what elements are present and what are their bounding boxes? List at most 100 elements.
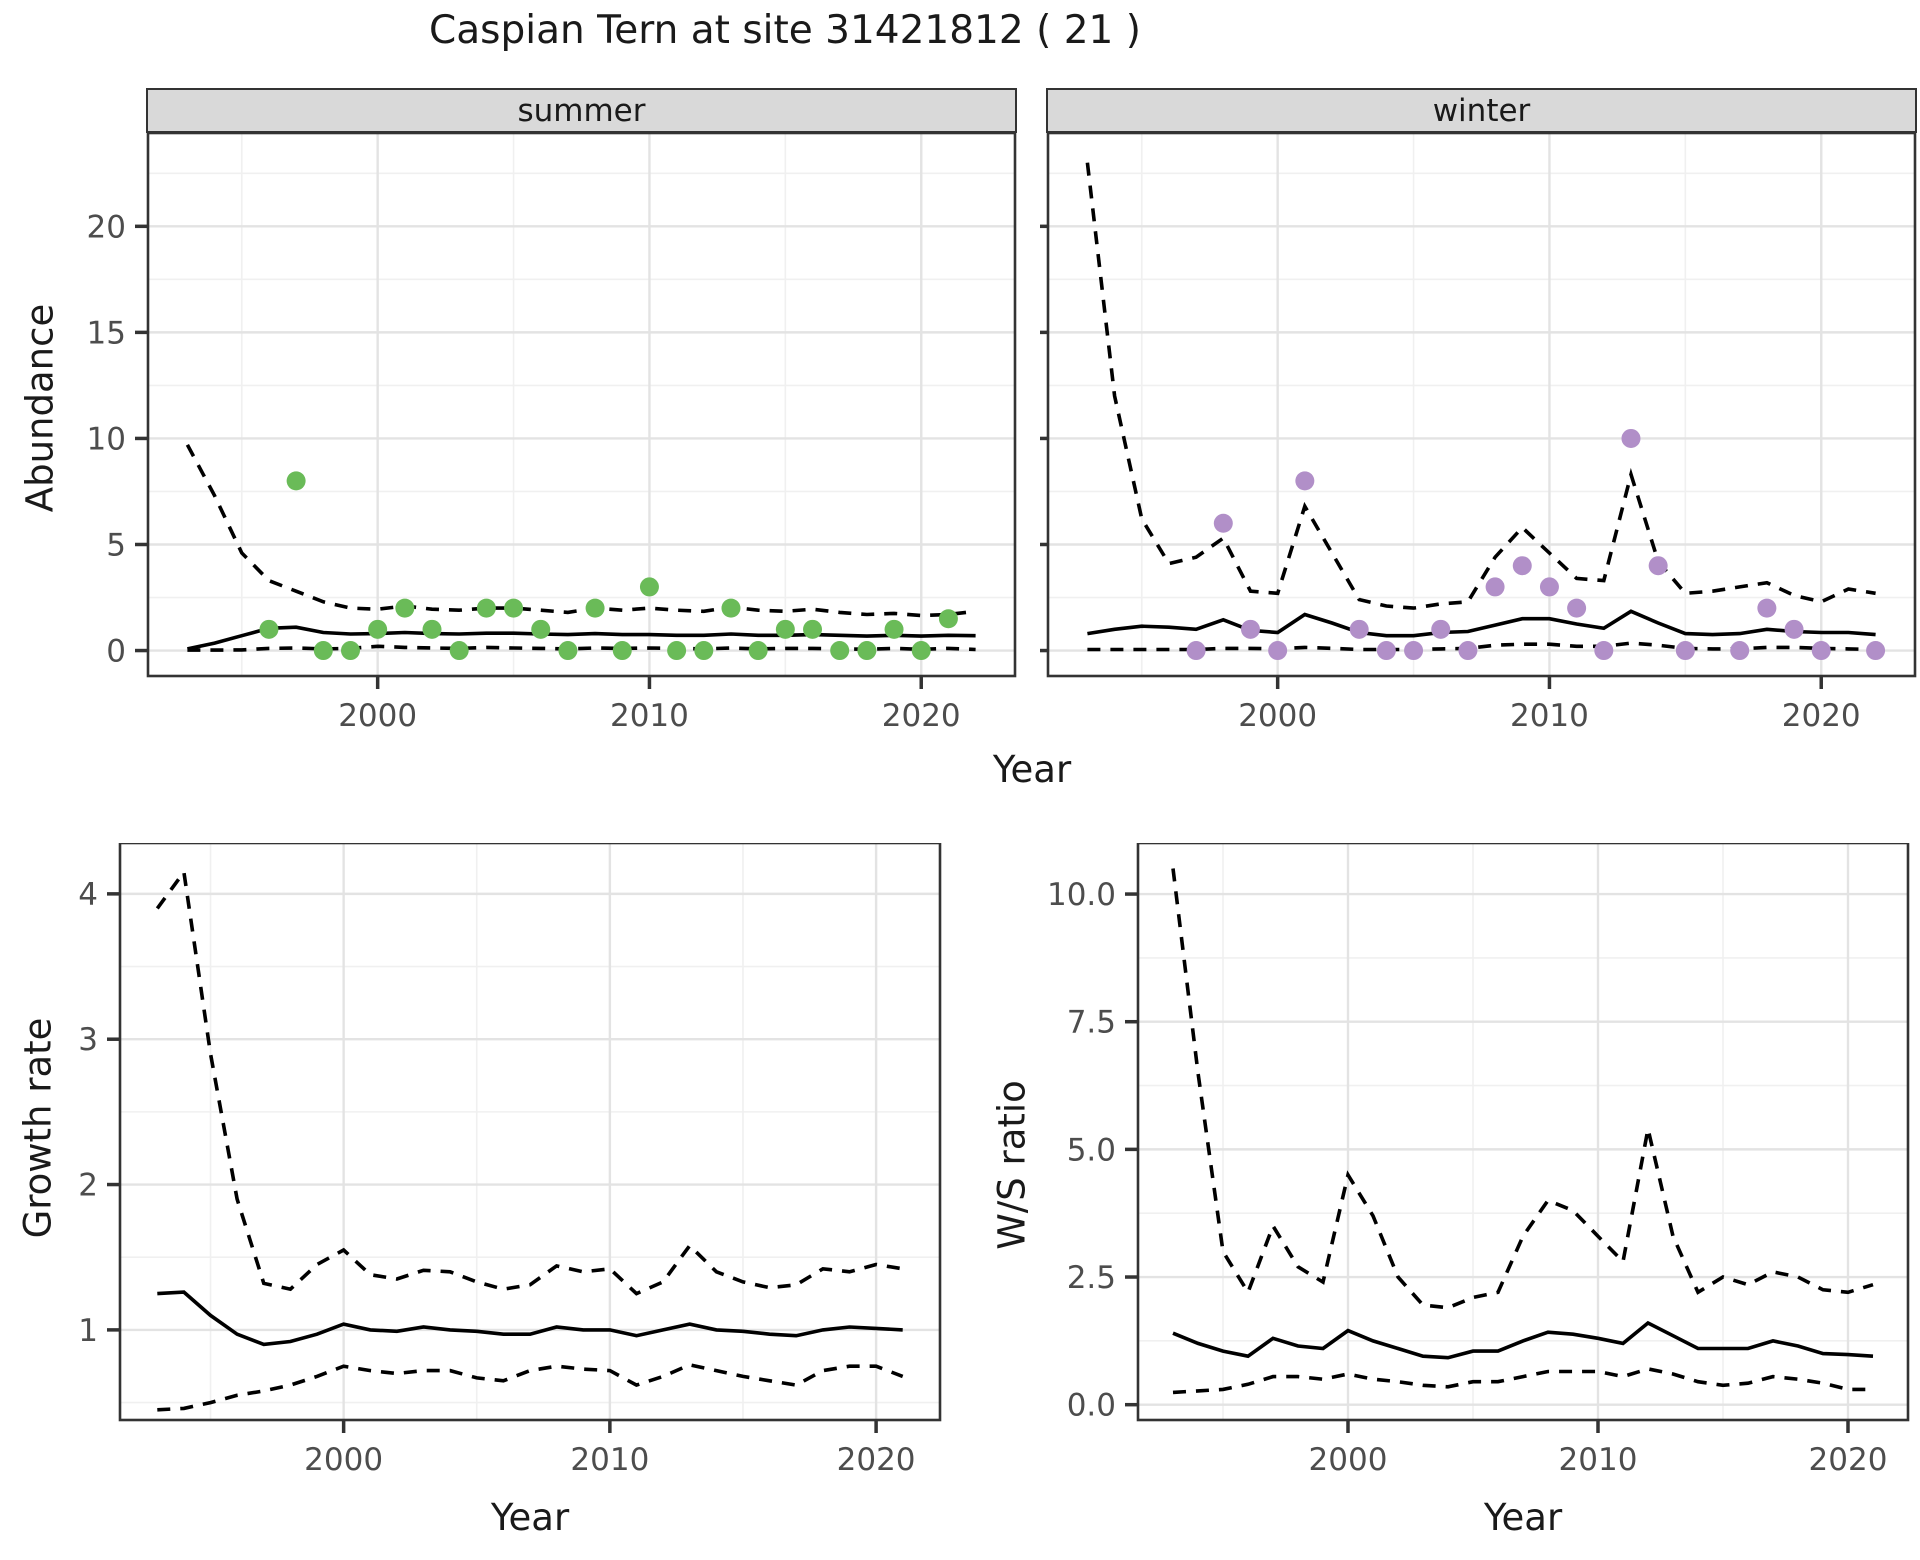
plot-background <box>1138 843 1908 1420</box>
data-point-abundance-summer <box>911 641 931 661</box>
x-axis-title-year-top: Year <box>992 748 1072 791</box>
data-point-abundance-winter <box>1648 556 1668 576</box>
panel-abundance-summer: 2000 2010 2020 0 5 10 15 20 <box>87 133 1017 734</box>
data-point-abundance-winter <box>1512 556 1532 576</box>
data-point-abundance-winter <box>1458 641 1478 661</box>
plot-background <box>1048 133 1915 676</box>
y-tick-label: 10 <box>87 421 126 457</box>
data-point-abundance-winter <box>1404 641 1424 661</box>
x-tick-label: 2000 <box>1238 698 1317 734</box>
x-tick-label: 2010 <box>1559 1442 1638 1478</box>
data-point-abundance-winter <box>1376 641 1396 661</box>
data-point-abundance-winter <box>1784 619 1804 639</box>
data-point-abundance-winter <box>1485 577 1505 597</box>
y-axis-title-ws-ratio: W/S ratio <box>990 1080 1034 1250</box>
panel-border <box>1046 133 1917 678</box>
data-point-abundance-winter <box>1621 428 1641 448</box>
data-point-abundance-summer <box>259 619 279 639</box>
data-point-abundance-summer <box>694 641 714 661</box>
line-upper-ci-ws-ratio <box>1171 868 1874 1310</box>
panel-border <box>146 133 1017 678</box>
chart-title: Caspian Tern at site 31421812 ( 21 ) <box>429 8 1141 53</box>
line-lower-ci-growth-rate <box>157 1362 904 1412</box>
facet-strip-summer: summer <box>146 88 1017 133</box>
data-point-abundance-winter <box>1730 641 1750 661</box>
data-point-abundance-summer <box>558 641 578 661</box>
data-point-abundance-summer <box>368 619 388 639</box>
data-point-abundance-summer <box>449 641 469 661</box>
data-point-abundance-summer <box>857 641 877 661</box>
panel-abundance-winter: 2000 2010 2020 <box>1040 133 1917 734</box>
line-upper-ci-abundance-summer <box>185 443 976 618</box>
x-axis-title-year-bottom-right: Year <box>1483 1496 1563 1539</box>
data-point-abundance-winter <box>1295 471 1315 491</box>
line-fit-abundance-winter <box>1087 609 1876 638</box>
data-point-abundance-winter <box>1675 641 1695 661</box>
y-tick-label: 2.5 <box>1067 1260 1116 1296</box>
data-point-abundance-summer <box>504 598 524 618</box>
data-point-abundance-summer <box>803 619 823 639</box>
x-tick-label: 2010 <box>1510 698 1589 734</box>
x-tick-label: 2020 <box>837 1442 916 1478</box>
x-tick-label: 2000 <box>304 1442 383 1478</box>
x-tick-label: 2010 <box>570 1442 649 1478</box>
data-point-abundance-winter <box>1349 619 1369 639</box>
data-point-abundance-winter <box>1866 641 1886 661</box>
y-tick-label: 7.5 <box>1067 1005 1116 1041</box>
facet-strip-winter: winter <box>1046 88 1917 133</box>
x-tick-label: 2000 <box>1309 1442 1388 1478</box>
line-lower-ci-abundance-summer <box>187 644 976 652</box>
data-point-abundance-summer <box>395 598 415 618</box>
y-tick-label: 5.0 <box>1067 1132 1116 1168</box>
data-point-abundance-winter <box>1186 641 1206 661</box>
data-point-abundance-summer <box>476 598 496 618</box>
y-tick-label: 2 <box>78 1168 98 1204</box>
x-tick-label: 2010 <box>610 698 689 734</box>
line-fit-ws-ratio <box>1172 1320 1874 1360</box>
line-lower-ci-ws-ratio <box>1172 1367 1873 1395</box>
plot-background <box>120 843 940 1420</box>
data-point-abundance-winter <box>1811 641 1831 661</box>
data-point-abundance-summer <box>340 641 360 661</box>
y-tick-label: 20 <box>87 209 126 245</box>
y-tick-label: 10.0 <box>1047 877 1116 913</box>
data-point-abundance-summer <box>612 641 632 661</box>
line-upper-ci-growth-rate <box>155 867 903 1296</box>
data-point-abundance-summer <box>531 619 551 639</box>
data-point-abundance-winter <box>1240 619 1260 639</box>
panel-border <box>1136 843 1910 1422</box>
data-point-abundance-summer <box>667 641 687 661</box>
panel-ws-ratio: 2000 2010 2020 0.0 2.5 5.0 7.5 10.0 <box>1047 843 1910 1478</box>
data-point-abundance-summer <box>938 609 958 629</box>
data-point-abundance-summer <box>748 641 768 661</box>
panel-growth-rate: 2000 2010 2020 1 2 3 4 <box>78 843 942 1478</box>
y-tick-label: 0 <box>106 634 126 670</box>
x-tick-label: 2000 <box>338 698 417 734</box>
y-tick-label: 4 <box>78 877 98 913</box>
line-fit-growth-rate <box>157 1290 903 1347</box>
y-tick-label: 3 <box>78 1022 98 1058</box>
data-point-abundance-winter <box>1213 513 1233 533</box>
y-tick-label: 0.0 <box>1067 1388 1116 1424</box>
data-point-abundance-summer <box>585 598 605 618</box>
data-point-abundance-winter <box>1594 641 1614 661</box>
line-upper-ci-abundance-winter <box>1085 162 1876 610</box>
panel-border <box>118 843 942 1422</box>
data-point-abundance-winter <box>1567 598 1587 618</box>
data-point-abundance-summer <box>286 471 306 491</box>
data-point-abundance-winter <box>1431 619 1451 639</box>
data-point-abundance-winter <box>1268 641 1288 661</box>
y-tick-label: 15 <box>87 315 126 351</box>
facet-strip-summer-label: summer <box>517 92 646 129</box>
data-point-abundance-winter <box>1757 598 1777 618</box>
data-point-abundance-summer <box>775 619 795 639</box>
data-point-abundance-summer <box>313 641 333 661</box>
plot-background <box>148 133 1015 676</box>
data-point-abundance-summer <box>721 598 741 618</box>
x-tick-label: 2020 <box>882 698 961 734</box>
x-axis-title-year-bottom-left: Year <box>490 1496 570 1539</box>
data-point-abundance-winter <box>1539 577 1559 597</box>
x-tick-label: 2020 <box>1782 698 1861 734</box>
data-point-abundance-summer <box>884 619 904 639</box>
y-tick-label: 5 <box>106 527 126 563</box>
